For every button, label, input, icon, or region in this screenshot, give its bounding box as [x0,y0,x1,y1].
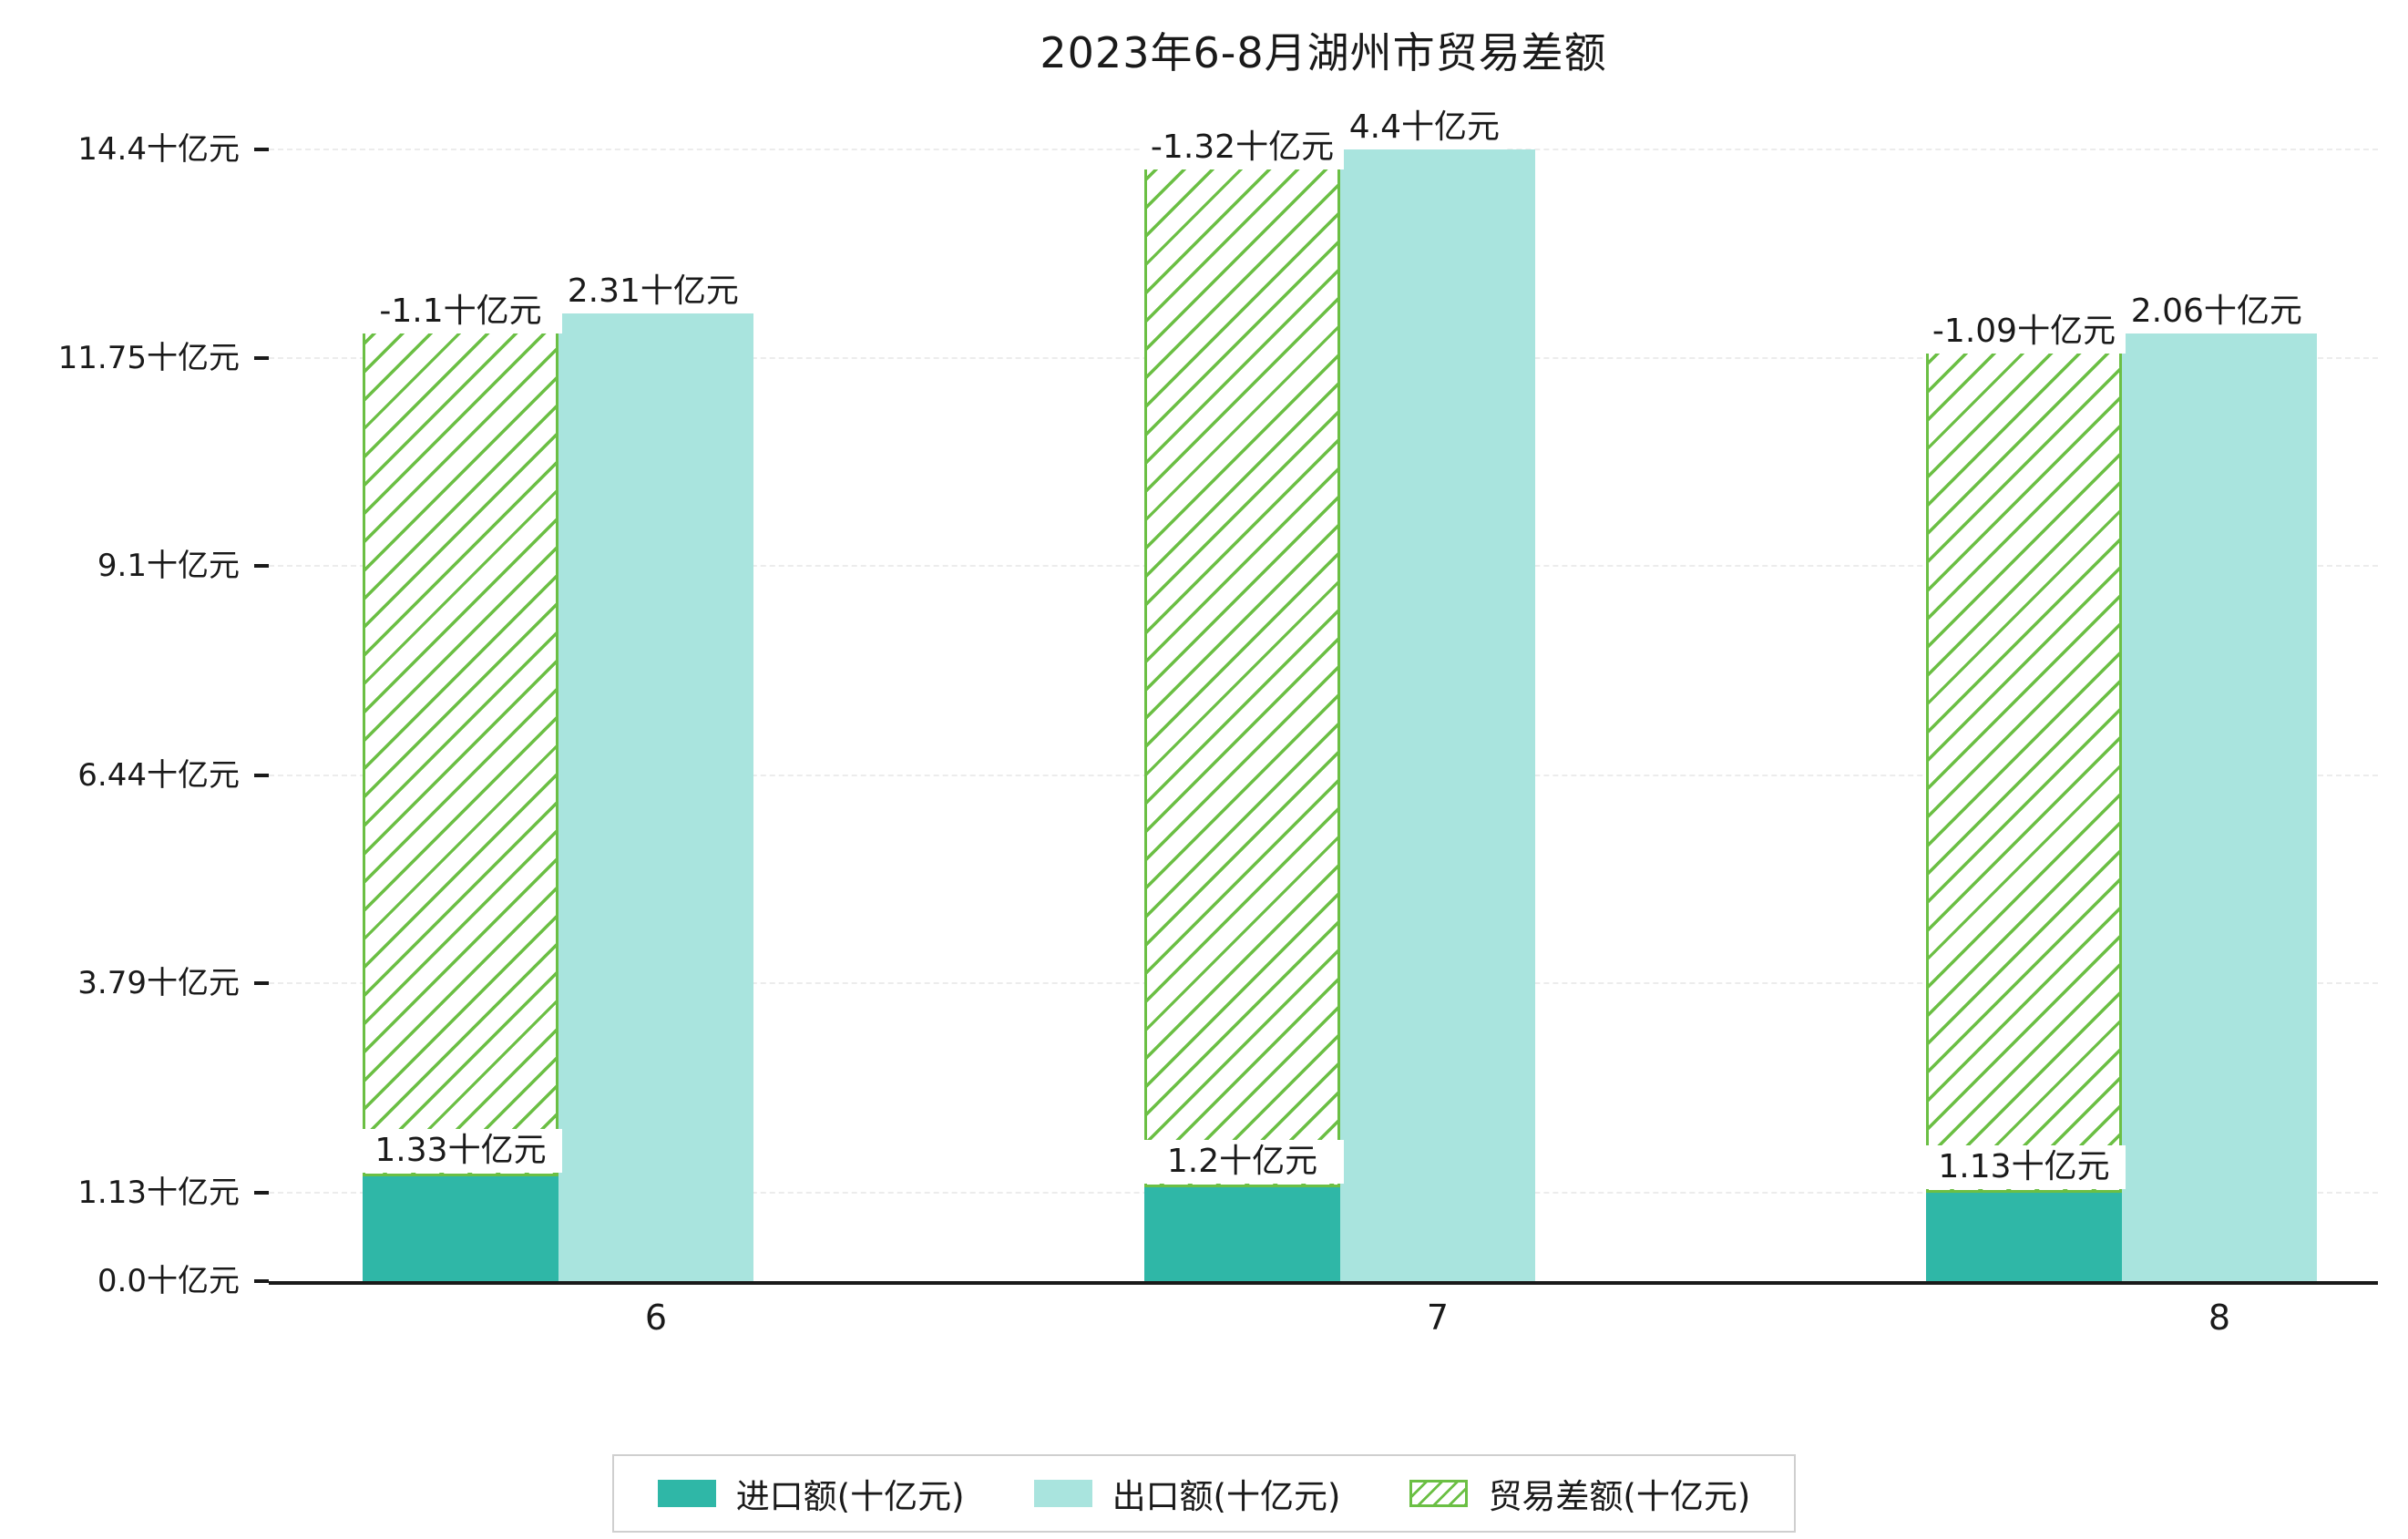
export-value-label: 2.31十亿元 [559,270,746,314]
x-tick-label: 6 [644,1298,668,1338]
legend-label-exports: 出口额(十亿元) [1112,1477,1341,1516]
trade-balance-swatch-icon [1409,1480,1469,1507]
y-tick-mark [254,564,269,569]
trade-balance-bar [1144,149,1340,1187]
import-bar [1144,1186,1340,1281]
export-bar [558,313,754,1281]
legend: 进口额(十亿元) 出口额(十亿元) 贸易差额(十亿元) [0,1454,2408,1533]
legend-item-trade-balance: 贸易差额(十亿元) [1409,1469,1750,1518]
y-tick-label: 9.1十亿元 [97,548,240,585]
export-value-label: 4.4十亿元 [1341,106,1508,149]
y-tick-mark [254,773,269,777]
trade-balance-bar [1926,333,2122,1193]
legend-item-imports: 进口额(十亿元) [657,1469,965,1518]
trade-balance-bar [363,313,558,1177]
x-tick-label: 7 [1426,1298,1450,1338]
y-tick-mark [254,148,269,151]
import-bar [1926,1192,2122,1281]
legend-label-imports: 进口额(十亿元) [735,1477,965,1516]
trade-balance-value-label: -1.09十亿元 [1922,309,2126,354]
import-swatch-icon [657,1480,716,1507]
export-bar [1339,149,1536,1281]
legend-label-trade-balance: 贸易差额(十亿元) [1488,1477,1751,1516]
y-tick-label: 14.4十亿元 [77,131,240,168]
import-value-label: 1.33十亿元 [359,1129,562,1174]
y-tick-mark [254,981,269,986]
import-bar [363,1176,558,1281]
import-value-label: 1.2十亿元 [1141,1139,1344,1184]
x-axis-line [269,1281,2378,1285]
y-tick-label: 1.13十亿元 [77,1174,240,1211]
legend-item-exports: 出口额(十亿元) [1033,1469,1341,1518]
y-tick-label: 11.75十亿元 [57,339,240,376]
trade-balance-value-label: -1.32十亿元 [1141,126,1344,169]
import-value-label: 1.13十亿元 [1922,1144,2126,1189]
chart-title: 2023年6-8月湖州市贸易差额 [1040,28,1607,77]
export-value-label: 2.06十亿元 [2123,289,2310,333]
x-tick-label: 8 [2208,1298,2231,1338]
y-tick-label: 3.79十亿元 [77,965,240,1002]
y-tick-mark [254,355,269,360]
trade-balance-value-label: -1.1十亿元 [359,290,562,334]
y-tick-label: 0.0十亿元 [97,1263,240,1299]
export-bar [2121,333,2318,1281]
legend-box: 进口额(十亿元) 出口额(十亿元) 贸易差额(十亿元) [611,1454,1797,1533]
y-tick-mark [254,1279,269,1283]
export-swatch-icon [1033,1480,1092,1507]
y-tick-mark [254,1190,269,1195]
y-tick-label: 6.44十亿元 [77,756,240,794]
